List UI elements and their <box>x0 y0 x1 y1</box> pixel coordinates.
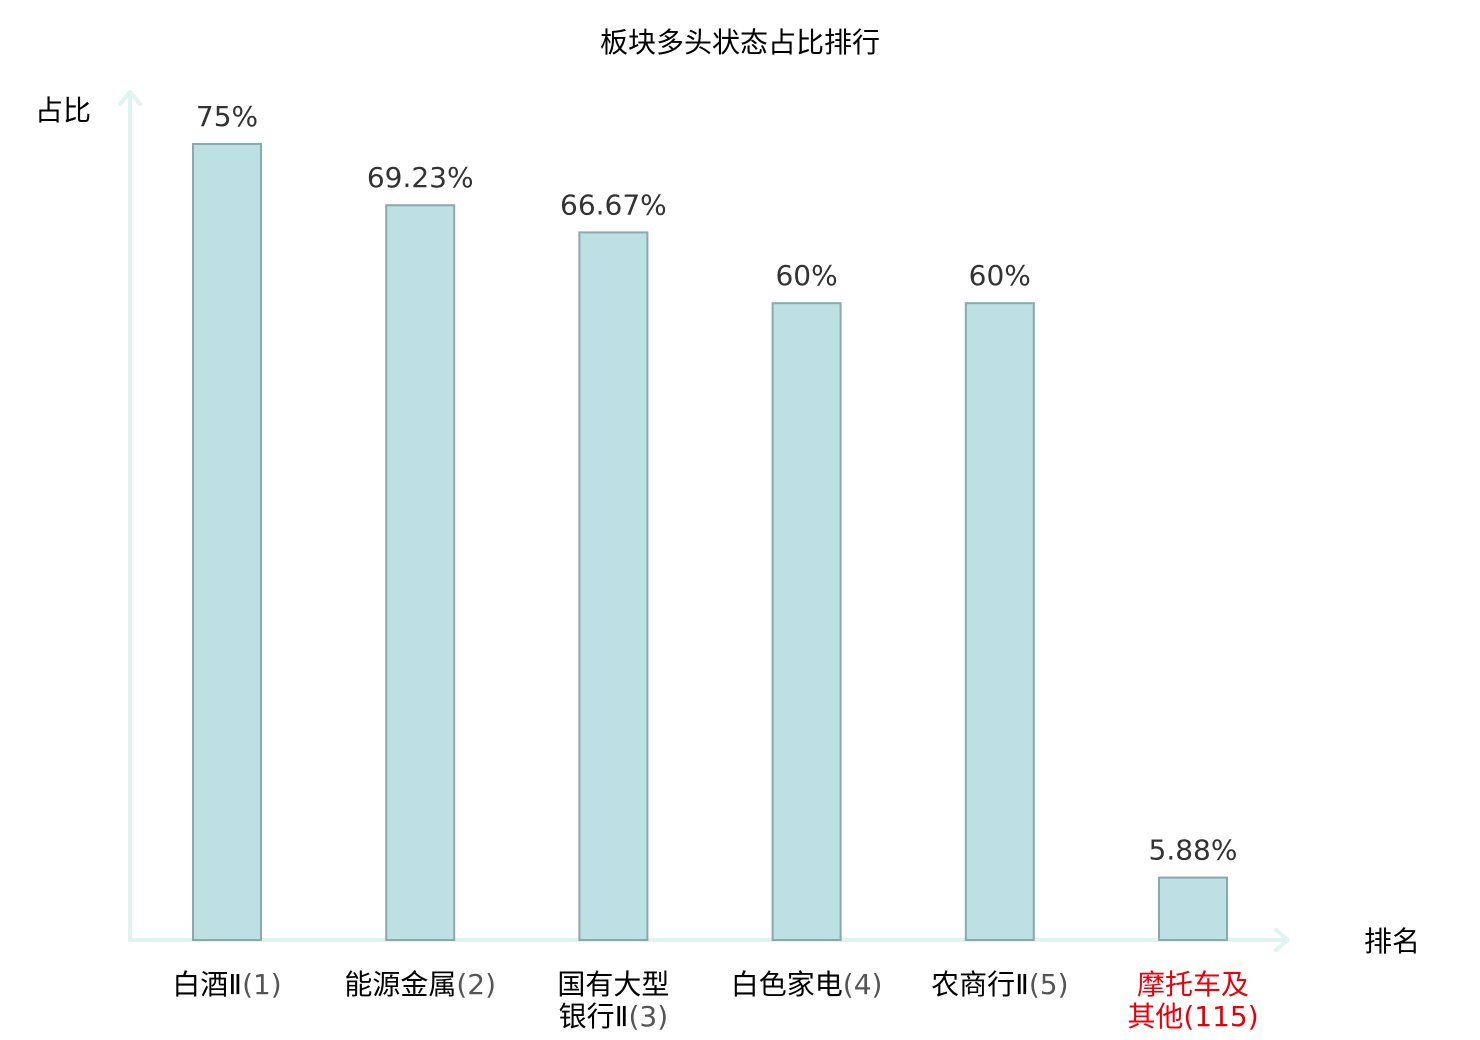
category-rank-6: (115) <box>1183 1000 1258 1033</box>
y-axis-arrow-icon <box>118 90 142 106</box>
value-label-5: 60% <box>969 259 1031 292</box>
x-axis-arrow-icon <box>1274 928 1290 952</box>
category-rank-4: (4) <box>843 968 883 1001</box>
category-rank-2: (2) <box>456 968 496 1001</box>
category-label-6-line-1: 摩托车及 <box>1137 968 1249 1001</box>
category-rank-3: (3) <box>628 1000 668 1033</box>
bar-4 <box>771 302 842 941</box>
category-rank-1: (1) <box>242 968 282 1001</box>
bar-5 <box>964 302 1035 941</box>
value-label-3: 66.67% <box>560 188 667 221</box>
bar-3 <box>578 231 649 942</box>
value-label-4: 60% <box>775 259 837 292</box>
bar-2 <box>385 204 456 941</box>
value-label-2: 69.23% <box>367 161 474 194</box>
category-label-1: 白酒Ⅱ(1) <box>172 968 281 1001</box>
category-label-3-line-2: 银行Ⅱ(3) <box>559 1000 668 1033</box>
category-label-4: 白色家电(4) <box>731 968 883 1001</box>
bar-series <box>192 143 1228 942</box>
category-label-3-line-1: 国有大型 <box>557 968 669 1001</box>
category-rank-5: (5) <box>1029 968 1069 1001</box>
category-label-2: 能源金属(2) <box>344 968 496 1001</box>
value-label-6: 5.88% <box>1149 834 1238 867</box>
value-labels: 75% 69.23% 66.67% 60% 60% 5.88% <box>196 100 1238 867</box>
value-label-1: 75% <box>196 100 258 133</box>
bar-6 <box>1158 876 1228 942</box>
y-axis-label: 占比 <box>35 94 91 127</box>
x-axis-label: 排名 <box>1364 925 1420 958</box>
category-label-5: 农商行Ⅱ(5) <box>931 968 1068 1001</box>
bar-1 <box>192 143 262 941</box>
chart-title: 板块多头状态占比排行 <box>600 26 880 59</box>
category-label-6-line-2: 其他(115) <box>1127 1000 1258 1033</box>
